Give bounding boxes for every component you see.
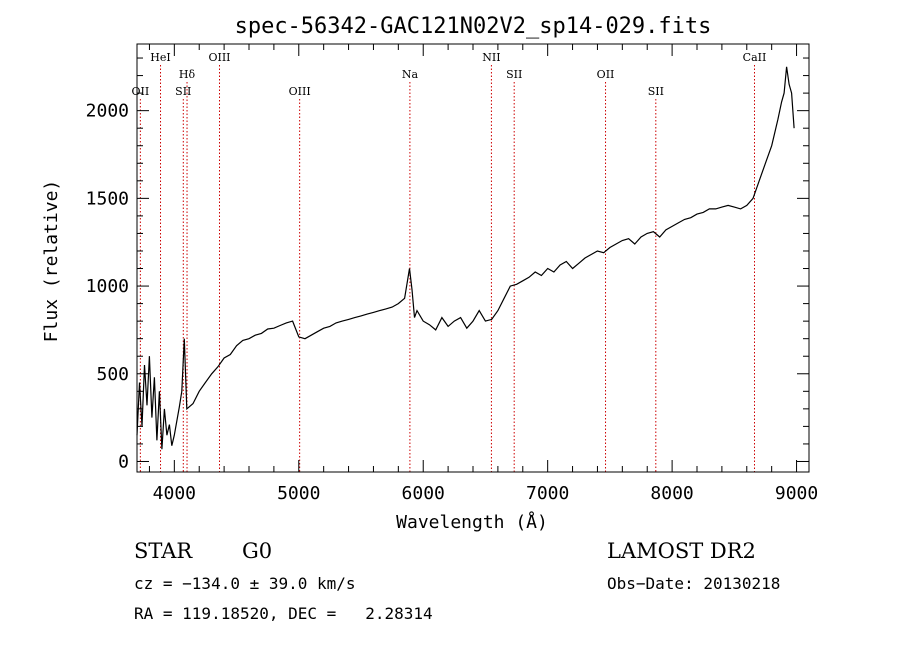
y-tick-label-2: 1000	[86, 276, 129, 297]
y-tick-label-0: 0	[118, 451, 129, 472]
y-tick-label-3: 1500	[86, 188, 129, 209]
object-class: STAR	[134, 539, 193, 563]
line-label-4: OIII	[208, 51, 230, 64]
redshift-cz: cz = −134.0 ± 39.0 km/s	[134, 574, 356, 593]
x-tick-label-5: 9000	[775, 483, 818, 504]
line-label-9: OII	[597, 68, 615, 81]
y-tick-label-4: 2000	[86, 101, 129, 122]
line-label-2: SII	[175, 85, 191, 98]
plot-frame	[136, 43, 810, 473]
x-tick-label-0: 4000	[153, 483, 196, 504]
object-subclass: G0	[242, 539, 273, 563]
obs-date: Obs−Date: 20130218	[607, 574, 781, 593]
x-axis-label: Wavelength (Å)	[396, 511, 548, 533]
line-label-11: CaII	[743, 51, 767, 64]
y-axis-label: Flux (relative)	[41, 180, 62, 343]
line-label-7: NII	[482, 51, 500, 64]
line-label-1: HeI	[150, 51, 170, 64]
coordinates: RA = 119.18520, DEC = 2.28314	[134, 604, 433, 623]
axis-ticks: 4000 5000 6000 7000 8000 9000 0 500 1000 1500 2000	[86, 44, 818, 504]
line-label-6: Na	[402, 68, 419, 81]
x-tick-label-4: 8000	[650, 483, 693, 504]
line-label-3: Hδ	[179, 68, 196, 81]
survey-name: LAMOST DR2	[607, 539, 756, 563]
x-tick-label-1: 5000	[277, 483, 320, 504]
line-label-5: OIII	[289, 85, 311, 98]
x-tick-label-3: 7000	[526, 483, 569, 504]
chart-title: spec-56342-GAC121N02V2_sp14-029.fits	[235, 14, 712, 39]
spectrum-series	[136, 66, 795, 450]
spectral-line-markers: OII HeI SII Hδ OIII OIII Na NII SII OII SII CaII	[132, 51, 767, 472]
x-tick-label-2: 6000	[402, 483, 445, 504]
line-label-8: SII	[506, 68, 522, 81]
spectrum-line-0	[136, 66, 795, 450]
y-tick-label-1: 500	[96, 364, 129, 385]
line-label-10: SII	[648, 85, 664, 98]
line-label-0: OII	[132, 85, 150, 98]
